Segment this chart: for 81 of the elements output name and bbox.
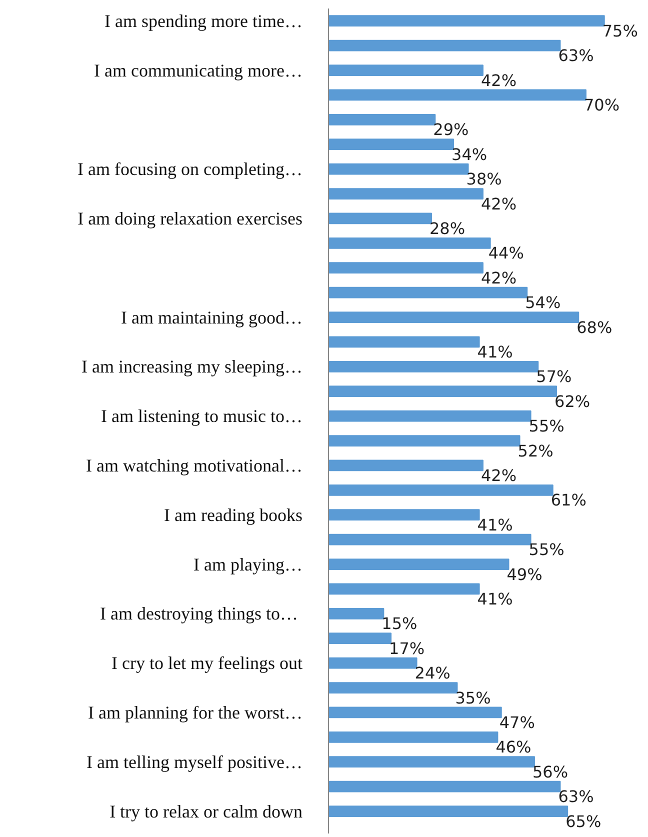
- bar: [328, 15, 605, 27]
- data-label: 68%: [576, 318, 612, 337]
- bar: [328, 212, 432, 224]
- bar: [328, 114, 436, 126]
- data-label: 52%: [518, 441, 554, 460]
- y-tick-label: I am watching motivational…: [86, 455, 303, 476]
- data-label: 42%: [480, 194, 517, 214]
- data-label: 61%: [550, 490, 586, 510]
- bar: [328, 262, 484, 274]
- y-tick-label: I am spending more time…: [104, 10, 303, 31]
- bar: [328, 237, 491, 249]
- data-label: 57%: [536, 367, 572, 386]
- data-label: 65%: [566, 812, 602, 831]
- data-label: 70%: [584, 95, 620, 114]
- bar: [328, 657, 418, 669]
- bar: [328, 706, 502, 718]
- bar: [328, 410, 532, 422]
- data-label: 56%: [532, 762, 568, 782]
- bar: [328, 336, 480, 348]
- y-tick-label: I am planning for the worst…: [88, 702, 302, 722]
- bar: [328, 460, 484, 472]
- bar: [328, 583, 480, 595]
- y-tick-label: I am telling myself positive…: [86, 752, 303, 772]
- bar: [328, 534, 532, 546]
- data-label: 28%: [429, 218, 466, 238]
- bar: [328, 731, 498, 743]
- y-tick-label: I am reading books: [164, 504, 303, 525]
- data-label: 35%: [455, 688, 491, 708]
- data-label: 17%: [389, 638, 425, 658]
- data-label: 15%: [382, 614, 418, 634]
- bar: [328, 138, 454, 150]
- y-tick-label: I am doing relaxation exercises: [78, 208, 303, 228]
- y-tick-label: I cry to let my feelings out: [112, 653, 302, 674]
- bar: [328, 286, 528, 298]
- data-label: 49%: [506, 564, 542, 584]
- data-label: 54%: [525, 293, 561, 312]
- data-label: 29%: [433, 120, 469, 140]
- data-label: 75%: [602, 21, 638, 40]
- bar: [328, 632, 392, 644]
- bar: [328, 780, 561, 792]
- bar: [328, 509, 480, 521]
- bar: [328, 608, 384, 620]
- data-label: 24%: [414, 664, 450, 683]
- bar: [328, 756, 535, 768]
- y-tick-label: I am maintaining good…: [121, 307, 302, 328]
- bar: [328, 484, 554, 496]
- data-label: 46%: [496, 738, 532, 757]
- data-label: 34%: [452, 144, 488, 164]
- data-label: 63%: [558, 46, 594, 66]
- y-tick-label: I am listening to music to…: [101, 406, 303, 426]
- bar: [328, 558, 510, 570]
- data-label: 55%: [528, 540, 564, 560]
- data-label: 42%: [480, 466, 517, 485]
- bar: [328, 163, 469, 175]
- bar: [328, 64, 484, 76]
- data-label: 41%: [477, 342, 513, 362]
- y-tick-label: I am focusing on completing…: [78, 159, 303, 180]
- bar: [328, 89, 586, 101]
- y-tick-label: I try to relax or calm down: [110, 801, 302, 822]
- data-label: 44%: [488, 244, 524, 263]
- data-label: 55%: [528, 416, 564, 436]
- y-tick-label: I am playing…: [194, 554, 303, 574]
- bar: [328, 40, 561, 52]
- data-label: 38%: [466, 170, 502, 189]
- data-label: 62%: [554, 392, 590, 411]
- data-label: 42%: [480, 70, 517, 90]
- bar: [328, 360, 539, 372]
- data-label: 47%: [499, 712, 535, 732]
- bar: [328, 806, 568, 817]
- bar: [328, 312, 580, 323]
- y-tick-label: I am destroying things to…: [100, 604, 298, 624]
- bar: [328, 188, 484, 200]
- data-label: 41%: [477, 589, 513, 608]
- bar: [328, 386, 558, 398]
- y-tick-label: I am communicating more…: [94, 60, 303, 80]
- bar: [328, 682, 458, 694]
- y-tick-label: I am increasing my sleeping…: [82, 356, 303, 377]
- data-label: 63%: [558, 787, 594, 806]
- data-label: 42%: [480, 268, 517, 288]
- bar: [328, 435, 520, 446]
- data-label: 41%: [477, 515, 513, 534]
